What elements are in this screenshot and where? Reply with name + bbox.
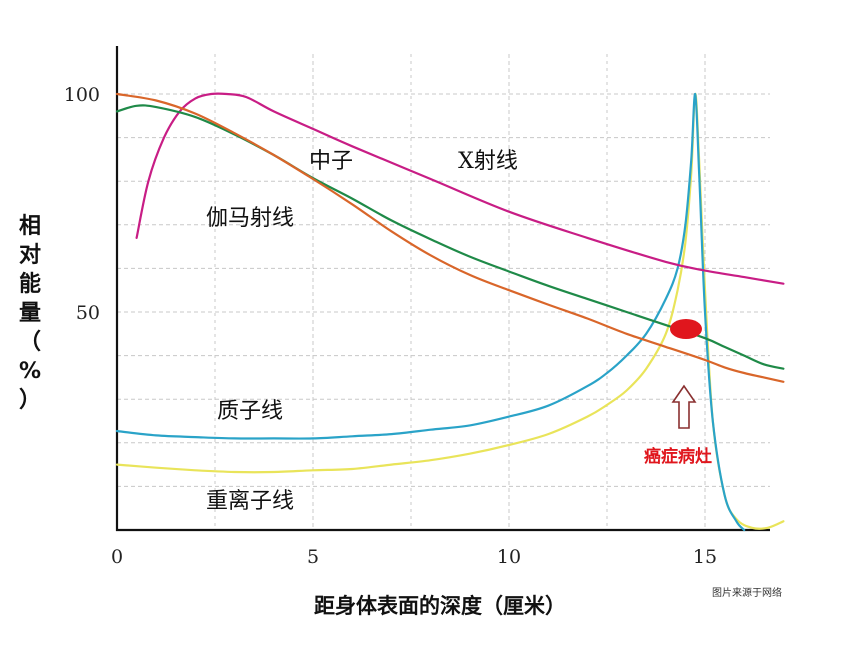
tick-labels: 0 5 10 15 50 100 [64,84,717,568]
series-line [115,104,785,370]
label-proton: 质子线 [217,399,283,424]
label-neutron: 中子 [309,149,353,174]
series-line [115,92,746,532]
x-tick-label: 0 [111,546,123,568]
x-tick-label: 5 [307,546,319,568]
y-axis-label-char: （ [18,330,41,355]
y-axis-label-char: 能 [18,272,41,297]
label-heavy-ion: 重离子线 [206,489,294,514]
y-axis-label-char: ） [18,388,41,413]
label-xray: X射线 [458,149,518,174]
series-line [135,92,785,285]
label-gamma: 伽马射线 [206,206,294,231]
source-note: 图片来源于网络 [712,588,782,599]
y-tick-label: 50 [76,302,100,324]
y-axis-label: 相对能量 （% ） [18,212,42,415]
gridlines [117,54,770,530]
x-tick-label: 10 [497,546,521,568]
y-axis-label-char: % [18,359,42,384]
tumor-spot [670,319,702,339]
x-axis-label: 距身体表面的深度（厘米） [314,594,566,618]
series-lines [115,92,785,532]
tumor-arrow-icon [671,384,697,429]
y-axis-label-char: 量 [18,301,41,326]
axes [115,46,770,532]
annotations: 癌症病灶 中子 X射线 伽马射线 质子线 重离子线 [206,149,712,514]
y-axis-label-char: 相 [18,214,41,239]
x-tick-label: 15 [693,546,717,568]
y-tick-label: 100 [64,84,100,106]
series-line [115,92,785,383]
tumor-label: 癌症病灶 [644,446,712,467]
y-axis-label-char: 对 [18,243,41,268]
